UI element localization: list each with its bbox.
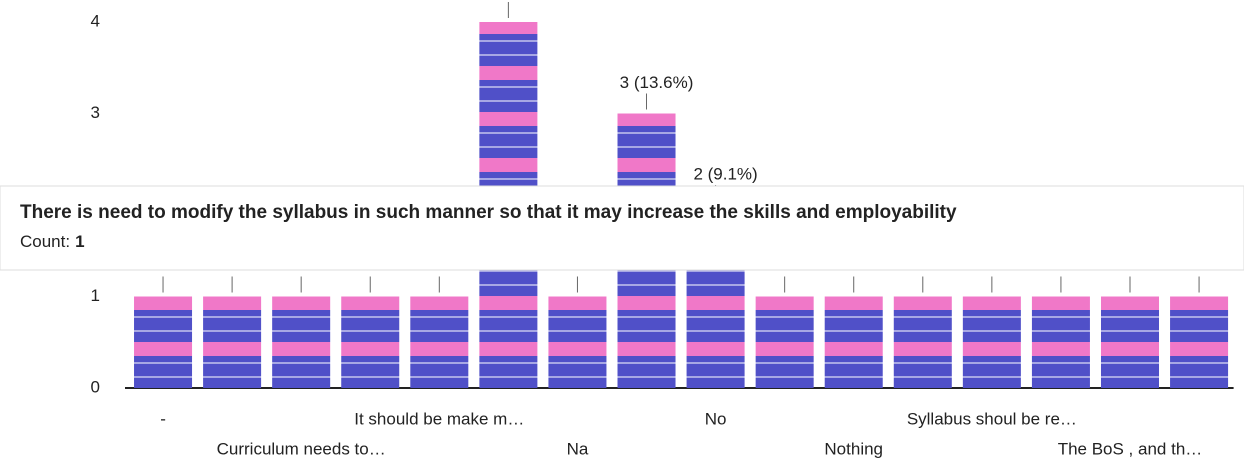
tooltip: There is need to modify the syllabus in … — [0, 185, 1244, 271]
y-tick-label: 1 — [91, 286, 100, 305]
x-tick-label: No — [705, 409, 727, 428]
y-tick-label: 0 — [91, 377, 100, 396]
tooltip-count-value: 1 — [75, 232, 84, 251]
data-label: 2 (9.1%) — [693, 164, 757, 183]
bar — [1031, 296, 1090, 388]
bar — [410, 296, 469, 388]
bar — [548, 296, 607, 388]
x-tick-label: Na — [567, 439, 589, 458]
bar — [1100, 296, 1160, 388]
bar — [1170, 296, 1229, 388]
bar — [203, 296, 262, 388]
x-tick-label: - — [160, 409, 166, 428]
x-tick-label: Curriculum needs to… — [217, 439, 386, 458]
bar — [272, 296, 331, 388]
tooltip-count: Count: 1 — [20, 232, 85, 251]
tooltip-box — [0, 185, 1244, 271]
x-tick-label: The BoS , and th… — [1058, 439, 1203, 458]
tooltip-title: There is need to modify the syllabus in … — [20, 202, 957, 223]
x-tick-label: Nothing — [824, 439, 883, 458]
tooltip-count-label: Count: — [20, 232, 70, 251]
bar — [341, 296, 400, 388]
bar — [134, 296, 193, 388]
data-label: 3 (13.6%) — [620, 73, 694, 92]
bar — [755, 296, 814, 388]
bar — [962, 296, 1021, 388]
x-tick-label: Syllabus shoul be re… — [907, 409, 1077, 428]
y-tick-label: 3 — [91, 103, 100, 122]
x-tick-label: It should be make m… — [354, 409, 524, 428]
y-tick-label: 4 — [91, 11, 100, 30]
bar — [893, 296, 952, 388]
bar — [824, 296, 883, 388]
